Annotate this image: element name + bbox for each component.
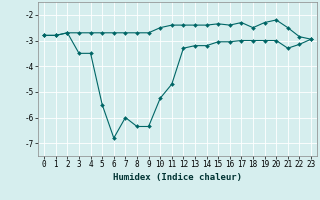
X-axis label: Humidex (Indice chaleur): Humidex (Indice chaleur): [113, 173, 242, 182]
